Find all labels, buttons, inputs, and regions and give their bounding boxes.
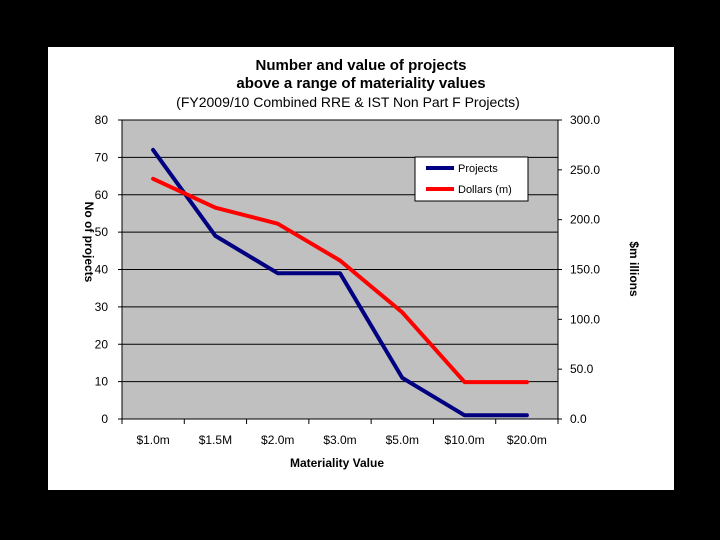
chart: Number and value of projects above a ran… [82, 57, 641, 470]
x-tick-label: $1.5M [199, 433, 232, 447]
y-right-tick-label: 250.0 [570, 163, 600, 177]
y-axis-title-left: No of projects [82, 202, 96, 283]
y-left-tick-label: 10 [95, 375, 109, 389]
y-left-tick-label: 30 [95, 300, 109, 314]
y-left-tick-label: 0 [101, 412, 108, 426]
x-axis-title: Materiality Value [290, 456, 384, 470]
x-tick-label: $1.0m [136, 433, 169, 447]
y-axis-title-right: $m illions [627, 241, 641, 297]
y-left-tick-label: 70 [95, 150, 109, 164]
legend-dollars-label: Dollars (m) [458, 184, 512, 196]
y-right-tick-label: 300.0 [570, 113, 600, 127]
x-tick-label: $5.0m [386, 433, 419, 447]
slide-background: Number and value of projects above a ran… [48, 47, 674, 490]
chart-title-line-1: Number and value of projects [256, 57, 467, 74]
y-left-tick-label: 50 [95, 225, 109, 239]
series-line-dollars-m [151, 176, 529, 385]
legend-box [414, 156, 529, 202]
chart-title-line-2: above a range of materiality values [236, 75, 485, 92]
y-right-tick-label: 50.0 [570, 362, 594, 376]
y-right-tick-label: 200.0 [570, 213, 600, 227]
y-left-tick-label: 80 [95, 113, 109, 127]
y-left-tick-label: 20 [95, 337, 109, 351]
legend-projects-label: Projects [458, 163, 498, 175]
y-left-tick-label: 60 [95, 188, 109, 202]
axes: 0 10 20 30 40 50 60 70 80 0.0 50.0 100.0 150.0 200.0 2… [95, 113, 601, 447]
y-left-tick-label: 40 [95, 263, 109, 277]
x-tick-label: $10.0m [445, 433, 485, 447]
legend: Projects Dollars (m) [414, 156, 529, 202]
x-tick-label: $2.0m [261, 433, 294, 447]
x-tick-label: $20.0m [507, 433, 547, 447]
y-right-tick-label: 150.0 [570, 263, 600, 277]
chart-subtitle: (FY2009/10 Combined RRE & IST Non Part F… [176, 94, 520, 110]
y-right-tick-label: 100.0 [570, 312, 600, 326]
series-lines [151, 147, 529, 418]
series-line-projects [151, 147, 529, 418]
x-tick-label: $3.0m [323, 433, 356, 447]
y-right-tick-label: 0.0 [570, 412, 587, 426]
